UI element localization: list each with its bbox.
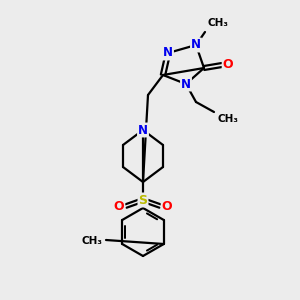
Text: CH₃: CH₃ bbox=[208, 18, 229, 28]
Text: N: N bbox=[138, 124, 148, 136]
Text: N: N bbox=[191, 38, 201, 52]
Text: O: O bbox=[114, 200, 124, 212]
Text: N: N bbox=[181, 77, 191, 91]
Text: CH₃: CH₃ bbox=[218, 114, 239, 124]
Text: CH₃: CH₃ bbox=[81, 236, 102, 246]
Text: O: O bbox=[223, 58, 233, 71]
Text: N: N bbox=[163, 46, 173, 59]
Text: O: O bbox=[162, 200, 172, 212]
Text: S: S bbox=[139, 194, 148, 206]
